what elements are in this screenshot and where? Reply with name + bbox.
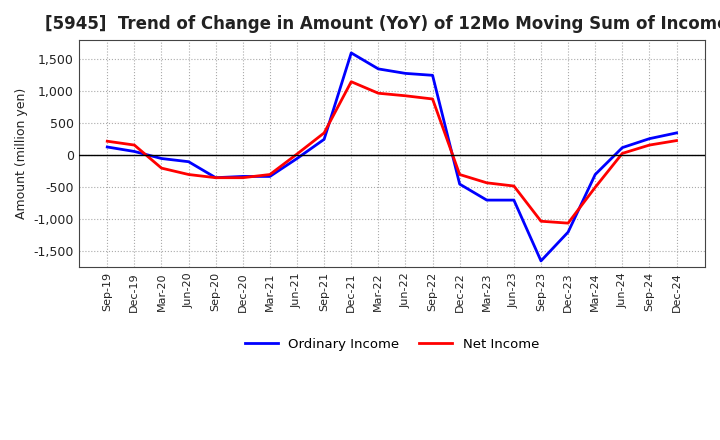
Ordinary Income — [103, 144, 112, 150]
Net Income — [536, 219, 545, 224]
Ordinary Income — [320, 137, 328, 142]
Title: [5945]  Trend of Change in Amount (YoY) of 12Mo Moving Sum of Incomes: [5945] Trend of Change in Amount (YoY) o… — [45, 15, 720, 33]
Net Income — [130, 143, 139, 148]
Net Income — [510, 183, 518, 189]
Ordinary Income — [401, 71, 410, 76]
Net Income — [591, 185, 600, 190]
Line: Net Income: Net Income — [107, 82, 677, 223]
Net Income — [645, 143, 654, 148]
Legend: Ordinary Income, Net Income: Ordinary Income, Net Income — [240, 333, 544, 356]
Net Income — [564, 220, 572, 226]
Ordinary Income — [455, 181, 464, 187]
Net Income — [401, 93, 410, 99]
Net Income — [347, 79, 356, 84]
Ordinary Income — [293, 156, 302, 161]
Ordinary Income — [157, 156, 166, 161]
Ordinary Income — [428, 73, 437, 78]
Line: Ordinary Income: Ordinary Income — [107, 53, 677, 261]
Ordinary Income — [266, 174, 274, 179]
Ordinary Income — [618, 145, 626, 150]
Ordinary Income — [510, 198, 518, 203]
Net Income — [374, 91, 382, 96]
Ordinary Income — [374, 66, 382, 72]
Net Income — [184, 172, 193, 177]
Net Income — [293, 151, 302, 157]
Net Income — [103, 139, 112, 144]
Net Income — [482, 180, 491, 186]
Ordinary Income — [482, 198, 491, 203]
Ordinary Income — [347, 50, 356, 55]
Net Income — [212, 175, 220, 180]
Ordinary Income — [672, 130, 681, 136]
Ordinary Income — [184, 159, 193, 165]
Net Income — [157, 165, 166, 171]
Ordinary Income — [536, 258, 545, 264]
Net Income — [455, 172, 464, 177]
Ordinary Income — [645, 136, 654, 141]
Net Income — [672, 138, 681, 143]
Ordinary Income — [564, 230, 572, 235]
Ordinary Income — [212, 175, 220, 180]
Net Income — [428, 96, 437, 102]
Net Income — [320, 130, 328, 136]
Ordinary Income — [591, 172, 600, 177]
Ordinary Income — [130, 149, 139, 154]
Ordinary Income — [238, 174, 247, 179]
Net Income — [238, 175, 247, 180]
Net Income — [266, 172, 274, 177]
Y-axis label: Amount (million yen): Amount (million yen) — [15, 88, 28, 219]
Net Income — [618, 151, 626, 156]
